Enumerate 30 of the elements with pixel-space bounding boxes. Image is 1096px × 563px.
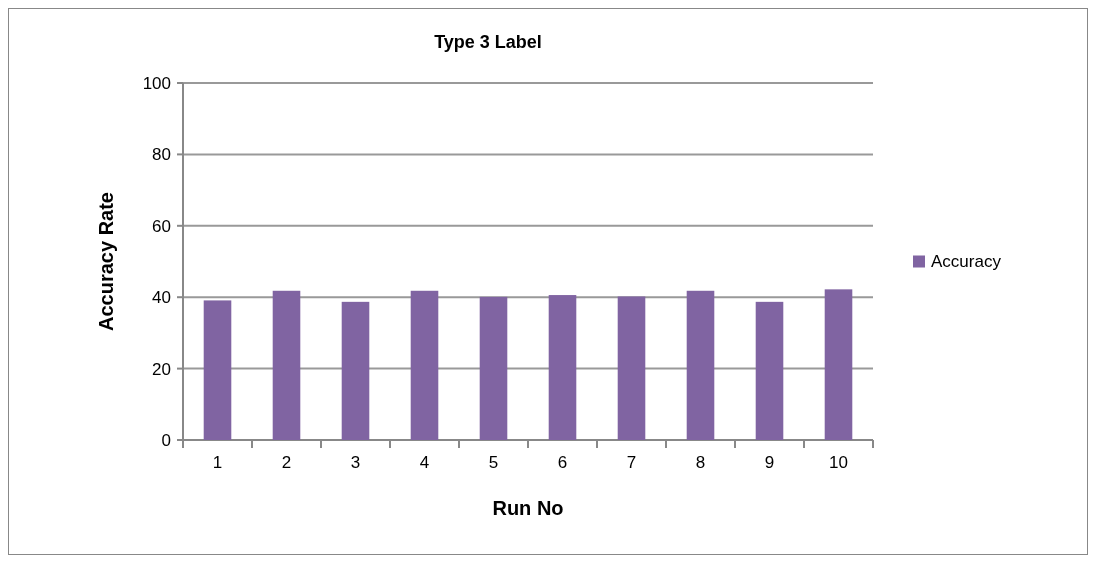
bar [617, 296, 646, 440]
bar [410, 290, 439, 440]
bar [203, 300, 232, 440]
y-axis-title: Accuracy Rate [95, 192, 117, 331]
x-axis-title: Run No [492, 497, 564, 519]
x-tick-label: 1 [212, 453, 223, 472]
bar [755, 301, 784, 440]
bar [686, 290, 715, 440]
y-tick-label: 60 [152, 216, 171, 236]
x-tick-label: 6 [557, 453, 568, 472]
y-tick-label: 20 [152, 359, 171, 379]
bar [272, 290, 301, 440]
x-tick-label: 3 [350, 453, 361, 472]
y-tick-label: 100 [142, 73, 171, 93]
x-tick-label: 8 [695, 453, 706, 472]
bar [479, 296, 508, 440]
x-tick-label: 4 [419, 453, 430, 472]
chart-title: Type 3 Label [434, 32, 542, 52]
bar [824, 289, 853, 440]
y-tick-label: 80 [152, 145, 171, 165]
x-tick-label: 7 [626, 453, 637, 472]
y-tick-label: 40 [152, 288, 171, 308]
x-tick-label: 2 [281, 453, 292, 472]
bar [548, 295, 577, 440]
legend-label: Accuracy [931, 252, 1002, 272]
bar [341, 301, 370, 440]
x-tick-label: 10 [829, 453, 848, 472]
y-tick-label: 0 [161, 430, 171, 450]
x-tick-label: 5 [488, 453, 499, 472]
x-tick-label: 9 [764, 453, 775, 472]
